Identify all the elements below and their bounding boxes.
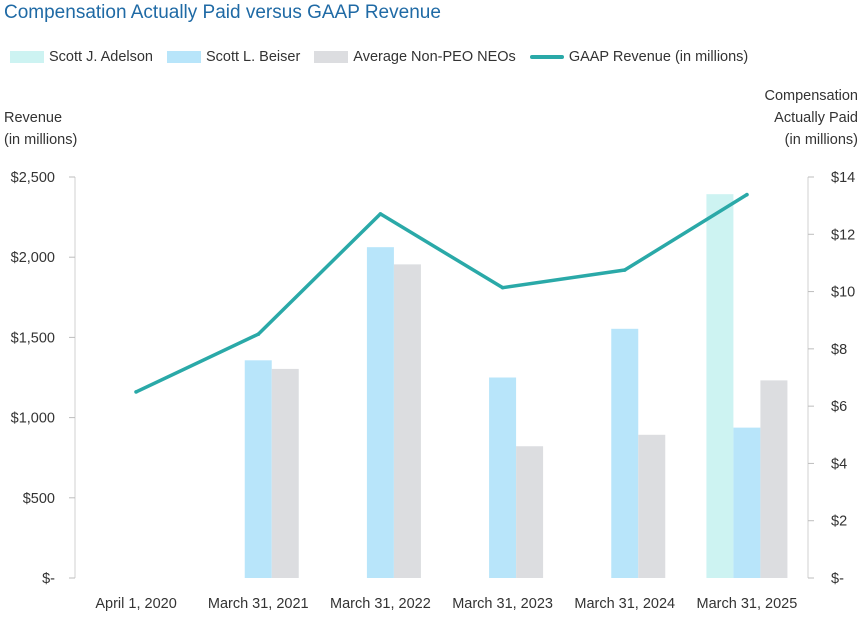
bar-average-non-peo-neos bbox=[516, 446, 544, 578]
left-axis-title: Revenue (in millions) bbox=[4, 107, 77, 151]
right-axis-title-line2: Actually Paid bbox=[774, 110, 858, 126]
right-axis-title-line3: (in millions) bbox=[784, 132, 858, 148]
right-axis-tick-label: $6 bbox=[831, 399, 847, 415]
legend-label-adelson: Scott J. Adelson bbox=[49, 49, 153, 65]
gaap-revenue-point bbox=[134, 390, 138, 394]
legend-swatch-revenue bbox=[529, 55, 564, 59]
left-axis-tick-label: $- bbox=[42, 571, 55, 587]
bar-average-non-peo-neos bbox=[760, 380, 788, 578]
legend-swatch-adelson bbox=[10, 51, 44, 63]
gaap-revenue-point bbox=[622, 268, 627, 272]
bar-average-non-peo-neos bbox=[393, 264, 421, 578]
left-axis-tick-label: $1,000 bbox=[11, 411, 55, 427]
bar-scott-l-beiser bbox=[611, 328, 639, 578]
gaap-revenue-line bbox=[134, 192, 749, 394]
x-axis-tick-label: April 1, 2020 bbox=[95, 596, 176, 612]
x-axis-tick-label: March 31, 2022 bbox=[330, 596, 431, 612]
left-axis-tick-label: $1,500 bbox=[11, 330, 55, 346]
bar-scott-l-beiser bbox=[366, 247, 394, 579]
x-axis-tick-label: March 31, 2024 bbox=[574, 596, 675, 612]
gaap-revenue-point bbox=[256, 332, 261, 336]
legend-swatch-beiser bbox=[166, 51, 201, 63]
x-axis-tick-label: March 31, 2021 bbox=[208, 596, 309, 612]
legend-label-neos: Average Non-PEO NEOs bbox=[353, 49, 516, 65]
right-axis-title: Compensation Actually Paid (in millions) bbox=[765, 85, 859, 151]
right-axis-title-line1: Compensation bbox=[764, 88, 859, 104]
right-axis-tick-label: $14 bbox=[831, 170, 855, 186]
x-axis-tick-label: March 31, 2025 bbox=[697, 596, 798, 612]
right-axis-tick-label: $2 bbox=[831, 514, 847, 530]
left-axis-tick-label: $2,500 bbox=[11, 170, 55, 186]
left-axis-tick-label: $2,000 bbox=[11, 250, 55, 266]
bar-scott-j-adelson bbox=[706, 194, 734, 578]
legend-item-beiser: Scott L. Beiser bbox=[166, 49, 301, 65]
gaap-revenue-point bbox=[500, 285, 505, 290]
left-axis-title-line2: (in millions) bbox=[4, 132, 78, 148]
x-axis-tick-label: March 31, 2023 bbox=[452, 596, 553, 612]
legend-label-revenue: GAAP Revenue (in millions) bbox=[568, 49, 749, 65]
right-axis-tick-label: $12 bbox=[831, 227, 855, 243]
legend-item-revenue: GAAP Revenue (in millions) bbox=[529, 49, 749, 65]
right-axis-tick-label: $10 bbox=[831, 285, 855, 301]
right-axis-tick-label: $- bbox=[831, 571, 844, 587]
bar-scott-l-beiser bbox=[244, 360, 272, 578]
left-axis-tick-label: $500 bbox=[23, 491, 55, 507]
legend-item-neos: Average Non-PEO NEOs bbox=[314, 49, 516, 65]
bar-scott-l-beiser bbox=[733, 427, 761, 578]
legend-label-beiser: Scott L. Beiser bbox=[205, 49, 301, 65]
left-axis-title-line1: Revenue bbox=[4, 110, 63, 126]
gaap-revenue-point bbox=[378, 212, 383, 216]
legend-item-adelson: Scott J. Adelson bbox=[10, 49, 153, 65]
legend-swatch-neos bbox=[314, 51, 349, 63]
bar-average-non-peo-neos bbox=[638, 434, 666, 578]
right-axis-tick-label: $4 bbox=[831, 456, 847, 472]
right-axis-tick-label: $8 bbox=[831, 342, 847, 358]
chart-legend: Scott J. Adelson Scott L. Beiser Average… bbox=[10, 46, 762, 68]
chart-title: Compensation Actually Paid versus GAAP R… bbox=[4, 2, 441, 23]
gaap-revenue-point bbox=[745, 192, 749, 197]
bar-scott-l-beiser bbox=[489, 377, 517, 578]
bar-average-non-peo-neos bbox=[271, 368, 299, 578]
